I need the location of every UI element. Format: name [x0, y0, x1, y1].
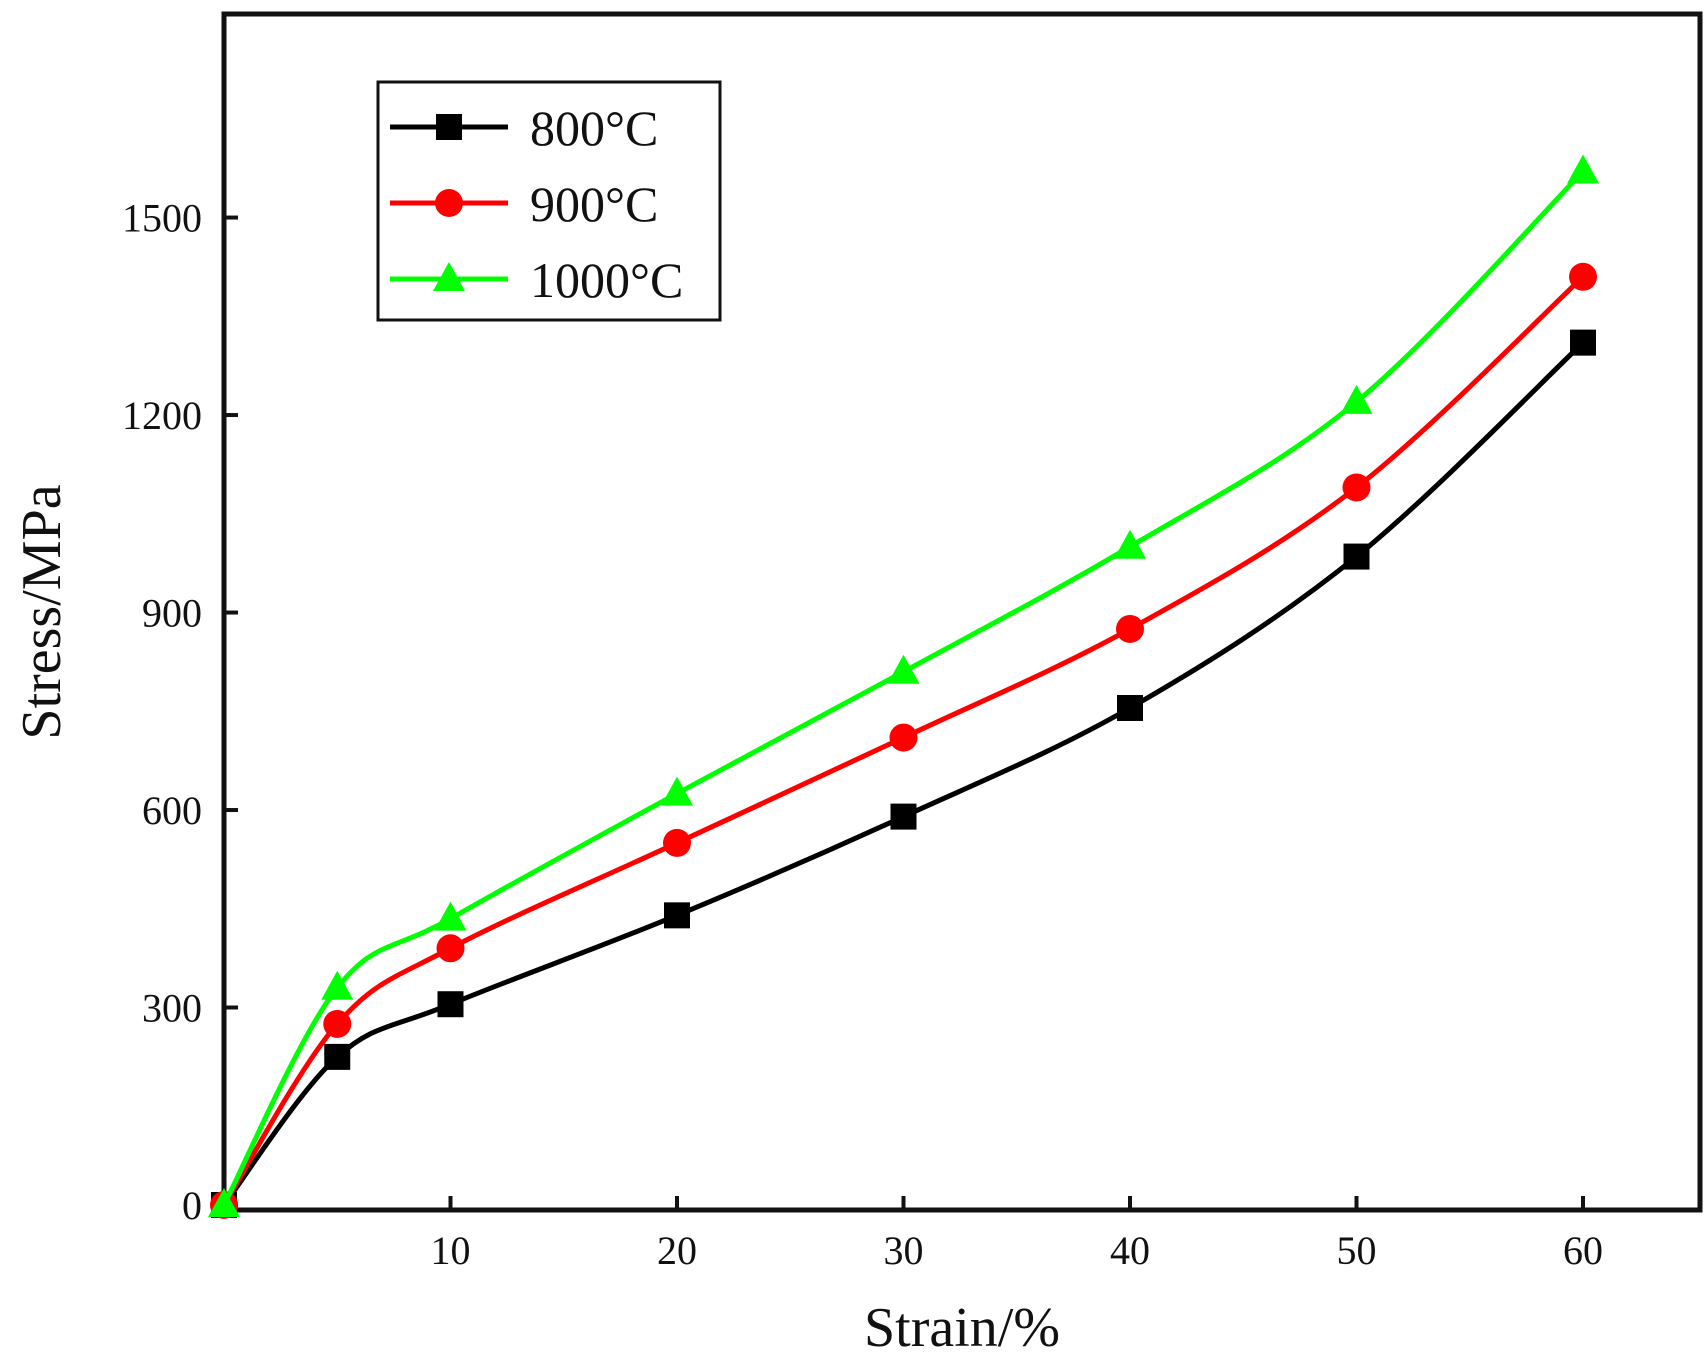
data-point — [324, 1043, 351, 1070]
legend-label: 900°C — [530, 176, 658, 232]
legend-label: 1000°C — [530, 252, 683, 308]
series-line — [221, 169, 1585, 1207]
data-point — [1342, 473, 1371, 502]
x-tick-label: 60 — [1563, 1228, 1603, 1273]
legend-label: 800°C — [530, 100, 658, 156]
legend: 800°C 900°C 1000°C — [376, 80, 722, 322]
legend-item: 900°C — [390, 176, 658, 232]
data-point — [208, 1188, 240, 1217]
series-2 — [208, 154, 1599, 1217]
data-point — [1114, 529, 1146, 559]
data-point — [1567, 154, 1599, 184]
y-tick-label: 600 — [142, 788, 202, 833]
legend-item: 800°C — [390, 100, 658, 156]
data-point — [890, 803, 917, 830]
data-point — [1116, 614, 1144, 643]
y-tick-label: 300 — [142, 986, 202, 1031]
y-tick-label: 0 — [182, 1183, 202, 1228]
x-axis-title: Strain/% — [864, 1297, 1060, 1359]
data-point — [661, 776, 693, 806]
series-layer — [208, 154, 1599, 1219]
data-point — [663, 828, 691, 857]
data-point — [437, 991, 464, 1018]
data-point — [664, 902, 690, 929]
data-point — [323, 1009, 352, 1038]
y-tick-label: 1500 — [122, 196, 202, 241]
data-point — [436, 934, 465, 963]
x-tick-label: 10 — [431, 1228, 471, 1273]
y-axis: 0 300 600 900 1200 1500 — [122, 196, 238, 1228]
legend-marker — [435, 189, 463, 217]
data-point — [1569, 262, 1597, 291]
data-point — [434, 901, 467, 931]
data-point — [321, 970, 354, 1000]
series-1 — [210, 262, 1597, 1219]
legend-marker — [436, 114, 462, 140]
x-tick-label: 40 — [1110, 1228, 1150, 1273]
y-axis-title: Stress/MPa — [11, 484, 73, 739]
x-axis: 10 20 30 40 50 60 — [431, 1196, 1603, 1273]
data-point — [1343, 543, 1370, 570]
legend-marker — [433, 262, 465, 291]
x-tick-label: 30 — [884, 1228, 924, 1273]
data-point — [1117, 694, 1143, 721]
series-0 — [211, 329, 1596, 1218]
data-point — [887, 654, 920, 684]
y-tick-label: 900 — [142, 591, 202, 636]
data-point — [1570, 329, 1596, 356]
x-tick-label: 50 — [1337, 1228, 1377, 1273]
data-point — [1340, 384, 1373, 414]
legend-item: 1000°C — [390, 252, 683, 308]
y-tick-label: 1200 — [122, 393, 202, 438]
x-tick-label: 20 — [657, 1228, 697, 1273]
data-point — [889, 723, 918, 752]
